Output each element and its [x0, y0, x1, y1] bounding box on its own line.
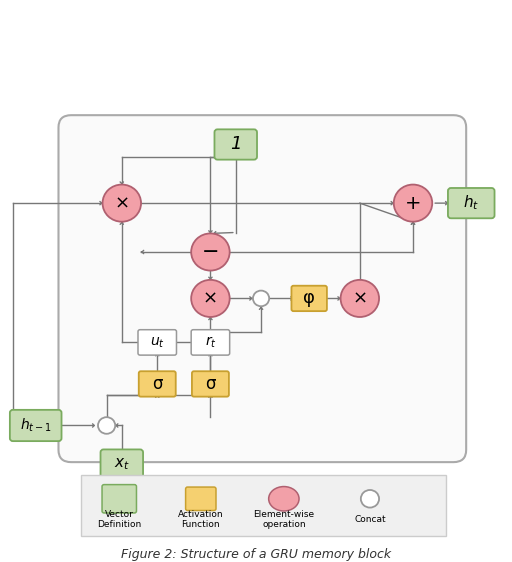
Ellipse shape	[269, 487, 299, 511]
Text: Activation
Function: Activation Function	[178, 510, 224, 529]
Text: σ: σ	[152, 375, 162, 393]
FancyBboxPatch shape	[215, 129, 257, 160]
Circle shape	[191, 280, 230, 317]
Text: ×: ×	[114, 194, 130, 212]
Text: Element-wise
operation: Element-wise operation	[253, 510, 314, 529]
FancyBboxPatch shape	[81, 475, 446, 536]
Text: σ: σ	[205, 375, 216, 393]
Text: φ: φ	[303, 289, 315, 307]
FancyBboxPatch shape	[58, 115, 466, 462]
Circle shape	[191, 233, 230, 270]
Circle shape	[102, 184, 141, 221]
Text: Concat: Concat	[354, 515, 386, 524]
FancyBboxPatch shape	[138, 330, 177, 355]
Circle shape	[361, 490, 379, 507]
FancyBboxPatch shape	[10, 410, 61, 441]
FancyBboxPatch shape	[291, 285, 327, 311]
Text: $u_t$: $u_t$	[150, 335, 165, 350]
FancyBboxPatch shape	[191, 330, 230, 355]
Text: +: +	[405, 194, 421, 212]
FancyBboxPatch shape	[100, 450, 143, 480]
Text: $r_t$: $r_t$	[204, 335, 217, 350]
Text: Vector
Definition: Vector Definition	[97, 510, 141, 529]
Text: $h_{t-1}$: $h_{t-1}$	[20, 417, 52, 434]
Circle shape	[253, 291, 269, 306]
Text: ×: ×	[203, 289, 218, 307]
Text: −: −	[202, 242, 219, 262]
FancyBboxPatch shape	[102, 484, 137, 513]
Text: 1: 1	[230, 135, 242, 153]
FancyBboxPatch shape	[192, 371, 229, 397]
Circle shape	[98, 417, 115, 434]
Circle shape	[394, 184, 432, 221]
Text: $x_t$: $x_t$	[114, 457, 130, 473]
FancyBboxPatch shape	[448, 188, 495, 218]
Text: ×: ×	[352, 289, 368, 307]
FancyBboxPatch shape	[186, 487, 216, 510]
Text: $h_t$: $h_t$	[463, 194, 479, 212]
Text: Figure 2: Structure of a GRU memory block: Figure 2: Structure of a GRU memory bloc…	[121, 547, 391, 561]
Circle shape	[340, 280, 379, 317]
FancyBboxPatch shape	[139, 371, 176, 397]
